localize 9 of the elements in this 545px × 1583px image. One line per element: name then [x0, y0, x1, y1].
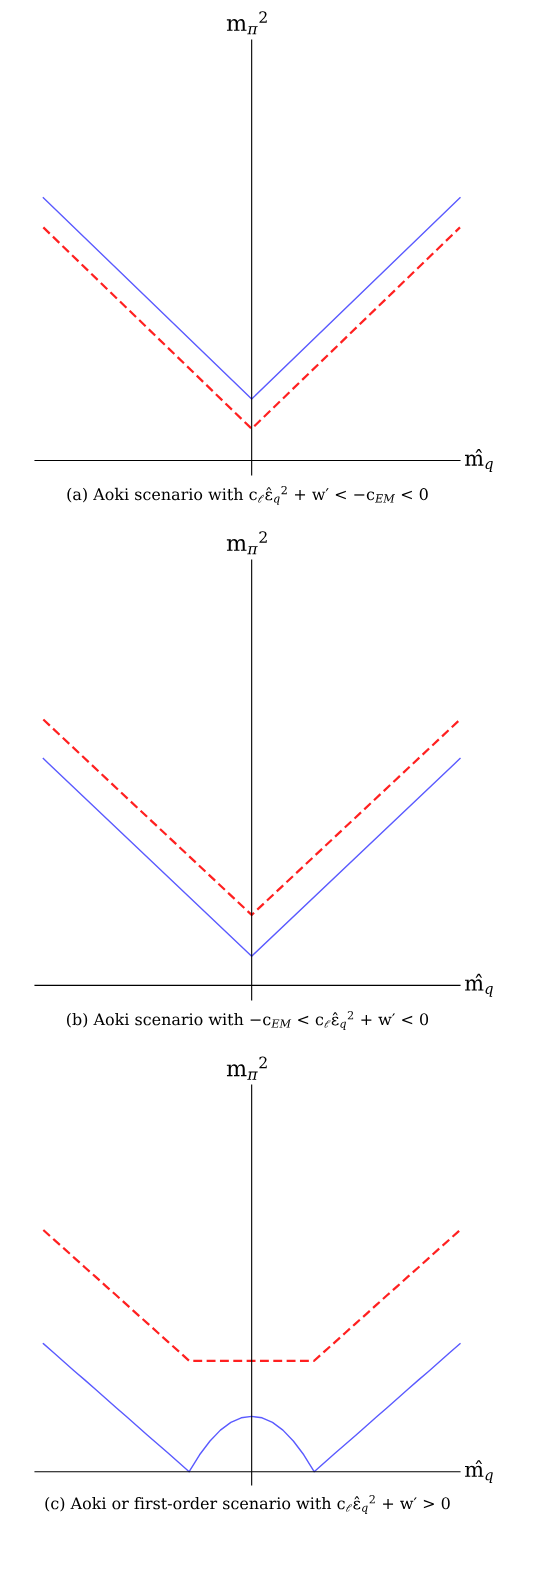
- x-axis-title: m̂$_{q}$: [465, 448, 493, 472]
- x-axis-title: m̂$_{q}$: [465, 1460, 493, 1484]
- text: (a) Aoki scenario with c$_{ℓ}$ε̂$_{q}$$^{2}$ + w′ < −c$_{EM}$ < 0: [67, 485, 428, 505]
- y-axis-title: m$_{π}$$^{2}$: [226, 1056, 267, 1080]
- text: (b) Aoki scenario with −c$_{EM}$ < c$_{ℓ}$ε̂$_{q}$$^{2}$ + w′ < 0: [67, 1011, 429, 1030]
- y-axis-title: m$_{π}$$^{2}$: [226, 11, 267, 35]
- y-axis-title: m$_{π}$$^{2}$: [226, 531, 267, 555]
- text: (c) Aoki or first-order scenario with c$_{ℓ}$ε̂$_{q}$$^{2}$ + w′ > 0: [45, 1495, 450, 1514]
- x-axis-title: m̂$_{q}$: [465, 973, 493, 997]
